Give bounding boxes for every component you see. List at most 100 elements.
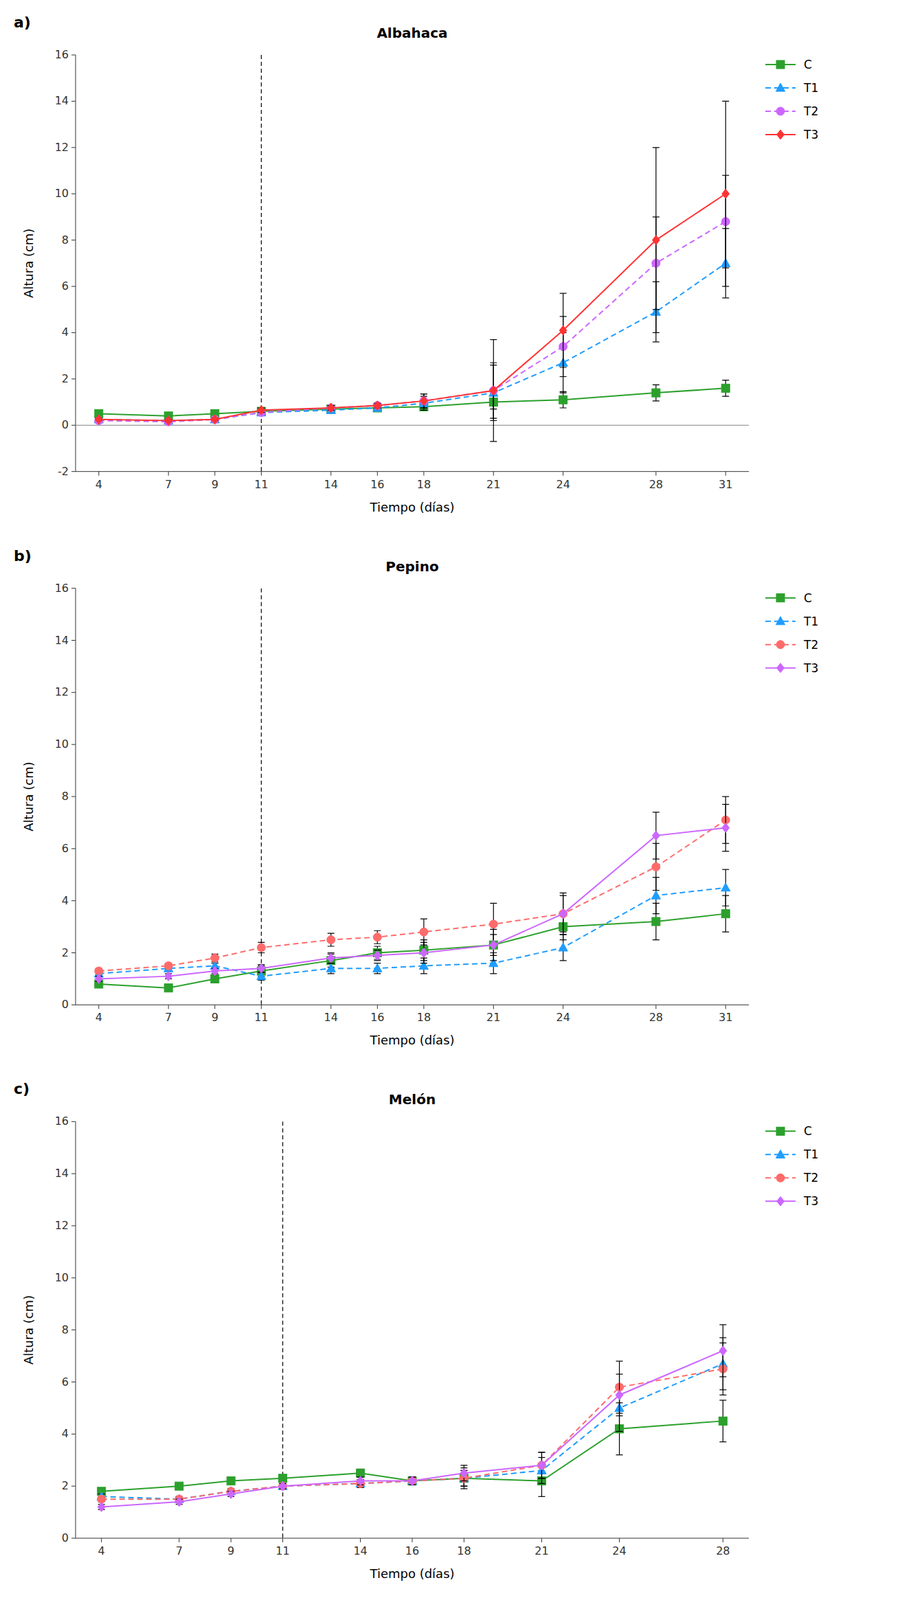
error-cap (327, 973, 335, 975)
error-bar (420, 394, 428, 409)
legend-marker (777, 129, 785, 140)
series-line (98, 263, 726, 421)
error-cap (373, 930, 381, 932)
y-tick (71, 425, 76, 426)
title: Albahaca (376, 24, 448, 42)
error-cap (616, 1374, 624, 1376)
y-tick (71, 286, 76, 288)
error-bar (420, 919, 428, 946)
error-cap (559, 293, 567, 295)
point (651, 917, 661, 927)
y-tick (71, 1174, 76, 1175)
point (373, 963, 382, 973)
error-bar (420, 394, 428, 409)
title: Pepino (385, 558, 439, 576)
y-tick (71, 147, 76, 148)
legend: CT1T2T3 (765, 1124, 819, 1209)
y-tick-label: 10 (54, 1271, 69, 1285)
point (615, 1391, 624, 1401)
error-bar (489, 340, 497, 442)
error-bar (722, 100, 729, 287)
point (489, 941, 498, 950)
error-cap (719, 1400, 727, 1401)
y-tick-label: 6 (61, 842, 69, 856)
point (460, 1468, 468, 1479)
legend-label: C (803, 591, 813, 606)
error-cap (559, 934, 567, 936)
error-cap (537, 1452, 545, 1454)
x-tick-label: 21 (534, 1545, 549, 1559)
x-tick-label: 4 (98, 1545, 106, 1559)
x-tick-label: 7 (175, 1545, 183, 1559)
y-tick-label: 14 (54, 1167, 69, 1181)
error-cap (327, 932, 335, 934)
legend-label: C (803, 57, 813, 72)
legend-label: T2 (803, 1171, 819, 1186)
series-line (98, 888, 726, 977)
background (0, 0, 900, 1600)
y-tick (71, 900, 76, 902)
point (718, 1417, 727, 1426)
error-cap (420, 393, 428, 395)
plot-area (94, 588, 731, 1006)
x-tick (493, 471, 494, 477)
legend-label: T3 (803, 127, 819, 142)
y-tick (71, 471, 76, 472)
point (651, 862, 661, 872)
error-cap (652, 384, 660, 386)
x-tick (423, 1005, 424, 1010)
point (489, 386, 498, 396)
panel-label: a) (13, 13, 31, 31)
x-tick (214, 1005, 216, 1010)
y-tick-label: 12 (54, 1219, 69, 1233)
x-tick-label: 16 (370, 1011, 385, 1025)
y-tick (71, 239, 76, 241)
legend-marker (776, 1174, 785, 1183)
error-bar (722, 804, 729, 852)
point (327, 403, 336, 413)
error-cap (559, 407, 567, 409)
y-tick-label: 8 (61, 233, 69, 247)
error-cap (722, 285, 729, 287)
x-tick-label: 21 (486, 478, 501, 492)
point (164, 961, 173, 971)
error-cap (537, 1497, 545, 1498)
x-tick (330, 1005, 332, 1010)
error-cap (722, 379, 729, 381)
x-tick (463, 1538, 465, 1544)
error-cap (719, 1324, 727, 1326)
error-cap (722, 851, 729, 852)
error-bar (537, 1453, 545, 1480)
x-tick (230, 1538, 232, 1544)
error-cap (489, 929, 497, 931)
point (210, 966, 219, 977)
x-axis-label: Tiempo (días) (368, 1033, 455, 1048)
error-cap (420, 410, 428, 411)
error-cap (722, 906, 729, 907)
point (257, 405, 266, 415)
point (721, 384, 730, 393)
x-tick-label: 14 (324, 478, 339, 492)
error-cap (616, 1415, 624, 1417)
error-cap (537, 1478, 545, 1480)
point (489, 940, 498, 951)
point (164, 416, 173, 426)
series (94, 100, 729, 442)
series-line (101, 1351, 724, 1509)
series-line (101, 1369, 724, 1501)
x-tick-label: 28 (649, 1011, 663, 1025)
point (327, 953, 335, 964)
error-cap (722, 396, 729, 398)
x-tick-label: 7 (164, 478, 172, 492)
x-tick-label: 28 (649, 478, 663, 492)
point (94, 974, 103, 985)
error-cap (652, 400, 660, 402)
error-bar (327, 933, 335, 947)
error-cap (652, 812, 660, 813)
plot-area (75, 54, 749, 472)
error-cap (722, 100, 729, 102)
x-tick (98, 471, 99, 477)
error-cap (652, 890, 660, 892)
error-cap (559, 893, 567, 894)
x-tick (261, 471, 262, 477)
